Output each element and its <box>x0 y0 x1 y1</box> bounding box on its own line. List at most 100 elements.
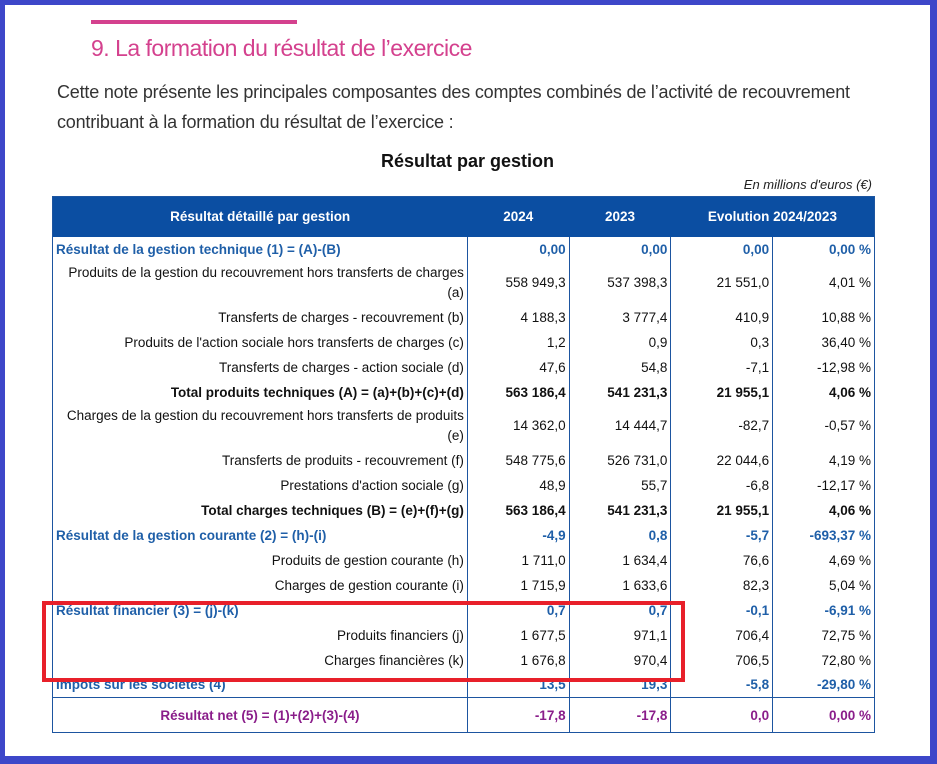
table-row: Transferts de produits - recouvrement (f… <box>52 447 875 473</box>
intro-paragraph: Cette note présente les principales comp… <box>57 82 850 132</box>
evolution-percent: -12,17 % <box>772 472 875 498</box>
value-2024: 1 715,9 <box>466 572 570 598</box>
row-label: Charges financières (k) <box>52 647 468 673</box>
row-label: Transferts de charges - recouvrement (b) <box>52 304 468 330</box>
row-label: Résultat de la gestion courante (2) = (h… <box>52 522 468 548</box>
value-2023: 970,4 <box>568 647 672 673</box>
value-2023: 14 444,7 <box>568 404 672 448</box>
evolution-percent: 0,00 % <box>772 697 875 733</box>
evolution-value: -5,8 <box>670 672 774 698</box>
evolution-value: 706,5 <box>670 647 774 673</box>
table-row: Transferts de charges - recouvrement (b)… <box>52 304 875 330</box>
row-label: Résultat de la gestion technique (1) = (… <box>52 236 468 262</box>
table-title: Résultat par gestion <box>380 151 555 171</box>
value-2023: 0,00 <box>568 236 672 262</box>
value-2023: 541 231,3 <box>568 497 672 523</box>
table-row: Résultat net (5) = (1)+(2)+(3)-(4) -17,8-… <box>52 697 875 733</box>
table-row: Impôts sur les sociétés (4) 13,5 19,3 -5,8-… <box>52 672 875 698</box>
value-2023: 541 231,3 <box>568 379 672 405</box>
evolution-value: -5,7 <box>670 522 774 548</box>
evolution-value: -0,1 <box>670 597 774 623</box>
evolution-value: 82,3 <box>670 572 774 598</box>
evolution-percent: 4,01 % <box>772 261 875 305</box>
evolution-value: 22 044,6 <box>670 447 774 473</box>
table-row: Charges de la gestion du recouvrement ho… <box>52 404 875 448</box>
evolution-value: 0,00 <box>670 236 774 262</box>
value-2024: 0,00 <box>466 236 570 262</box>
value-2024: 563 186,4 <box>466 379 570 405</box>
evolution-percent: 36,40 % <box>772 329 875 355</box>
row-label: Transferts de produits - recouvrement (f… <box>52 447 468 473</box>
value-2024: 1 676,8 <box>466 647 570 673</box>
value-2023: 3 777,4 <box>568 304 672 330</box>
row-label: Total produits techniques (A) = (a)+(b)+… <box>52 379 468 405</box>
value-2024: 1 677,5 <box>466 622 570 648</box>
row-label: Total charges techniques (B) = (e)+(f)+(… <box>52 497 468 523</box>
evolution-value: 410,9 <box>670 304 774 330</box>
col-header-label: Résultat détaillé par gestion <box>52 196 468 237</box>
evolution-percent: 4,69 % <box>772 547 875 573</box>
value-2024: 1 711,0 <box>466 547 570 573</box>
table-row: Résultat de la gestion technique (1) = (… <box>52 236 875 262</box>
evolution-value: 21 955,1 <box>670 497 774 523</box>
value-2024: 563 186,4 <box>466 497 570 523</box>
table-row: Produits de la gestion du recouvrement h… <box>52 261 875 305</box>
col-header-evolution: Evolution 2024/2023 <box>670 196 875 237</box>
value-2024: 13,5 <box>466 672 570 698</box>
row-label: Produits financiers (j) <box>52 622 468 648</box>
value-2024: 14 362,0 <box>466 404 570 448</box>
evolution-percent: 72,75 % <box>772 622 875 648</box>
value-2023: 526 731,0 <box>568 447 672 473</box>
evolution-percent: 4,06 % <box>772 379 875 405</box>
table-row: Charges financières (k) 1 676,8 970,4 706,5… <box>52 647 875 673</box>
table-row: Produits financiers (j) 1 677,5 971,1 706,4… <box>52 622 875 648</box>
evolution-percent: 5,04 % <box>772 572 875 598</box>
value-2023: -17,8 <box>568 697 672 733</box>
value-2024: -17,8 <box>466 697 570 733</box>
table-row: Résultat de la gestion courante (2) = (h… <box>52 522 875 548</box>
evolution-value: 0,0 <box>670 697 774 733</box>
table-row: Produits de l'action sociale hors transf… <box>52 329 875 355</box>
value-2024: -4,9 <box>466 522 570 548</box>
value-2023: 0,9 <box>568 329 672 355</box>
row-label: Charges de la gestion du recouvrement ho… <box>52 404 468 448</box>
row-label: Résultat net (5) = (1)+(2)+(3)-(4) <box>52 697 468 733</box>
evolution-value: 21 955,1 <box>670 379 774 405</box>
value-2024: 548 775,6 <box>466 447 570 473</box>
evolution-percent: 4,19 % <box>772 447 875 473</box>
row-label: Transferts de charges - action sociale (… <box>52 354 468 380</box>
evolution-value: -82,7 <box>670 404 774 448</box>
row-label: Charges de gestion courante (i) <box>52 572 468 598</box>
evolution-percent: -12,98 % <box>772 354 875 380</box>
value-2023: 537 398,3 <box>568 261 672 305</box>
evolution-value: 76,6 <box>670 547 774 573</box>
col-header-2024: 2024 <box>467 196 570 237</box>
evolution-value: -6,8 <box>670 472 774 498</box>
evolution-percent: -693,37 % <box>772 522 875 548</box>
value-2024: 47,6 <box>466 354 570 380</box>
table-row: Transferts de charges - action sociale (… <box>52 354 875 380</box>
row-label: Produits de la gestion du recouvrement h… <box>52 261 468 305</box>
evolution-percent: -0,57 % <box>772 404 875 448</box>
table-row: Total produits techniques (A) = (a)+(b)+… <box>52 379 875 405</box>
value-2023: 54,8 <box>568 354 672 380</box>
table-row: Charges de gestion courante (i) 1 715,9 1 … <box>52 572 875 598</box>
evolution-percent: -29,80 % <box>772 672 875 698</box>
value-2023: 1 634,4 <box>568 547 672 573</box>
value-2023: 971,1 <box>568 622 672 648</box>
unit-note: En millions d'euros (€) <box>743 177 872 192</box>
table-row: Produits de gestion courante (h) 1 711,0 1… <box>52 547 875 573</box>
heading-rule <box>91 20 297 24</box>
value-2024: 4 188,3 <box>466 304 570 330</box>
table-row: Prestations d'action sociale (g) 48,9 55,7… <box>52 472 875 498</box>
evolution-percent: 4,06 % <box>772 497 875 523</box>
value-2024: 558 949,3 <box>466 261 570 305</box>
results-table: Résultat détaillé par gestion 2024 2023 … <box>52 196 875 733</box>
section-heading: 9. La formation du résultat de l’exercic… <box>91 35 472 61</box>
row-label: Produits de gestion courante (h) <box>52 547 468 573</box>
evolution-value: -7,1 <box>670 354 774 380</box>
col-header-2023: 2023 <box>569 196 671 237</box>
value-2024: 1,2 <box>466 329 570 355</box>
evolution-percent: 72,80 % <box>772 647 875 673</box>
evolution-value: 706,4 <box>670 622 774 648</box>
